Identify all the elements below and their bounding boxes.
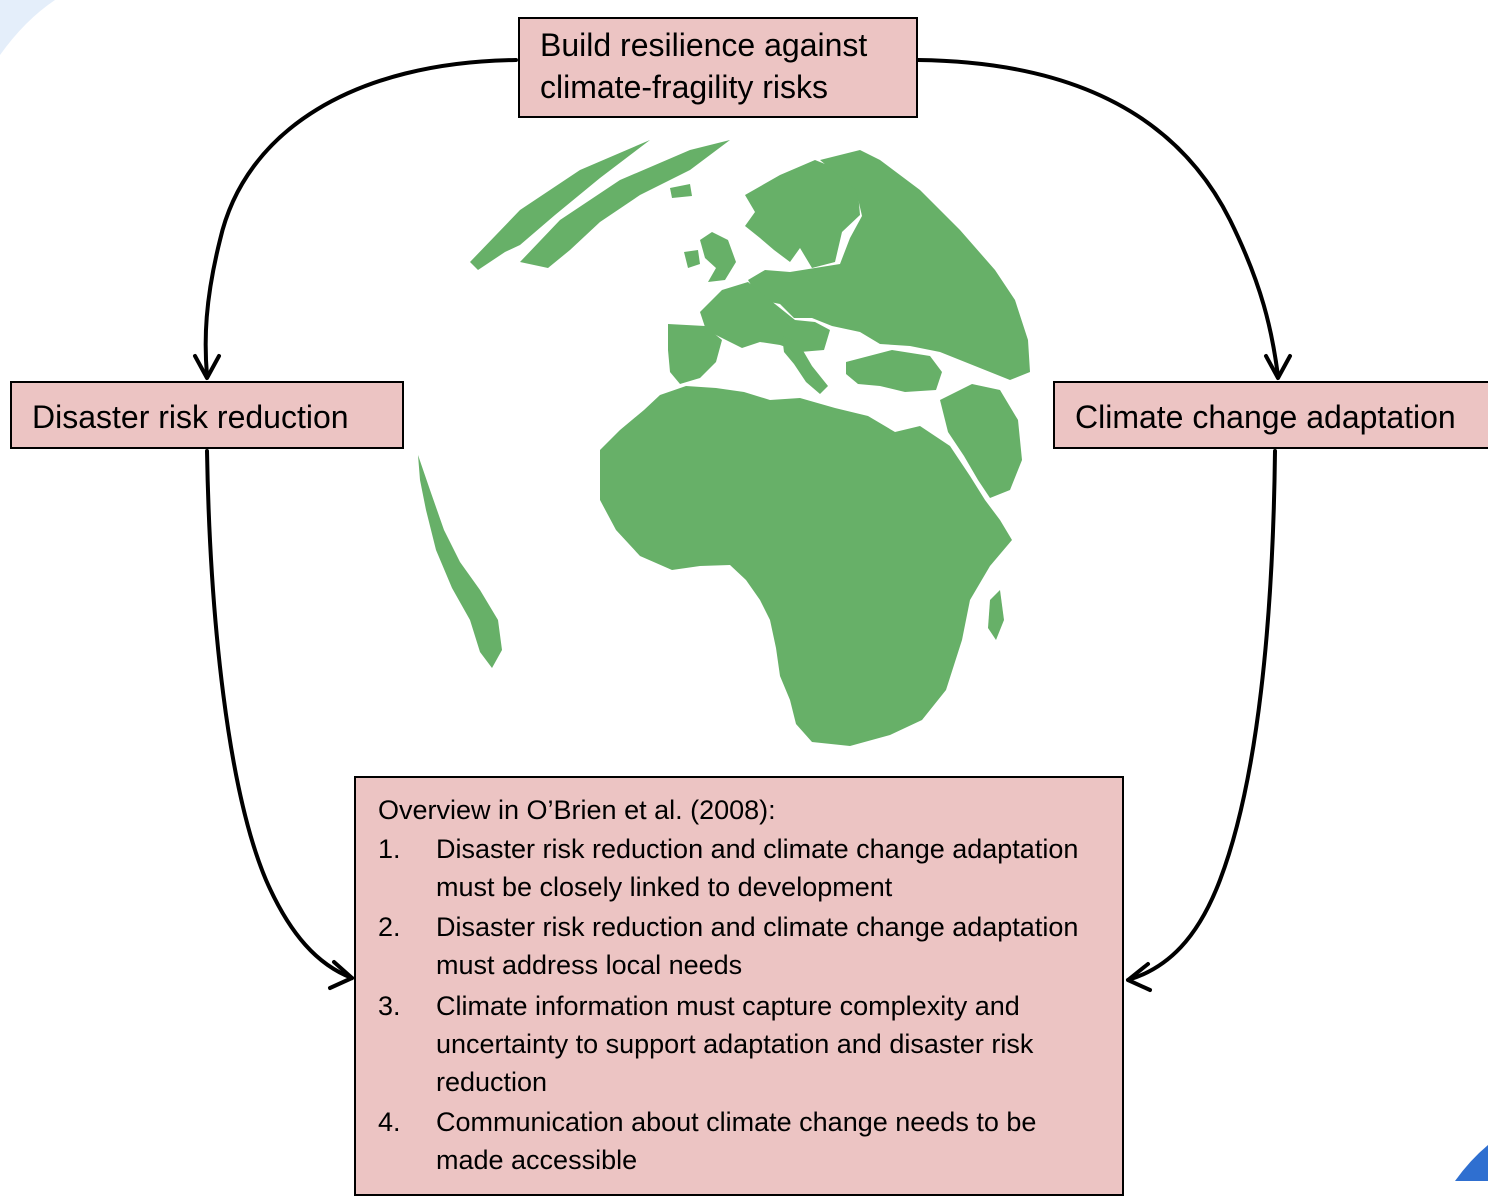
arrow-right-to-bottom	[1126, 449, 1277, 982]
arrow-icon	[328, 960, 354, 990]
arrow-top-to-left	[203, 58, 518, 378]
node-disaster-risk-reduction: Disaster risk reduction	[10, 381, 404, 449]
list-item: 3. Climate information must capture comp…	[378, 988, 1100, 1101]
list-item-text: Disaster risk reduction and climate chan…	[436, 912, 1079, 981]
node-build-resilience-label: Build resilience against climate-fragili…	[540, 27, 868, 105]
overview-list: 1. Disaster risk reduction and climate c…	[378, 831, 1100, 1180]
list-item-number: 1.	[378, 833, 401, 864]
arrow-icon	[1264, 354, 1292, 380]
list-item-text: Disaster risk reduction and climate chan…	[436, 833, 1079, 902]
list-item-number: 3.	[378, 990, 401, 1021]
node-build-resilience: Build resilience against climate-fragili…	[518, 17, 918, 118]
overview-box: Overview in O’Brien et al. (2008): 1. Di…	[354, 776, 1124, 1196]
list-item-number: 4.	[378, 1107, 401, 1138]
corner-accent-top-left	[0, 0, 55, 55]
node-climate-change-adaptation: Climate change adaptation	[1053, 381, 1488, 449]
list-item: 4. Communication about climate change ne…	[378, 1104, 1100, 1180]
node-climate-change-adaptation-label: Climate change adaptation	[1075, 399, 1456, 435]
list-item-text: Communication about climate change needs…	[436, 1107, 1037, 1176]
list-item: 2. Disaster risk reduction and climate c…	[378, 909, 1100, 985]
arrow-icon	[1126, 962, 1152, 992]
arrow-top-to-right	[916, 58, 1280, 378]
arrow-icon	[193, 354, 221, 380]
arrow-left-to-bottom	[205, 449, 354, 980]
list-item-number: 2.	[378, 912, 401, 943]
list-item: 1. Disaster risk reduction and climate c…	[378, 831, 1100, 907]
node-disaster-risk-reduction-label: Disaster risk reduction	[32, 399, 349, 435]
list-item-text: Climate information must capture complex…	[436, 990, 1034, 1097]
overview-heading: Overview in O’Brien et al. (2008):	[378, 795, 776, 825]
corner-accent-bottom-right	[1455, 1145, 1488, 1181]
